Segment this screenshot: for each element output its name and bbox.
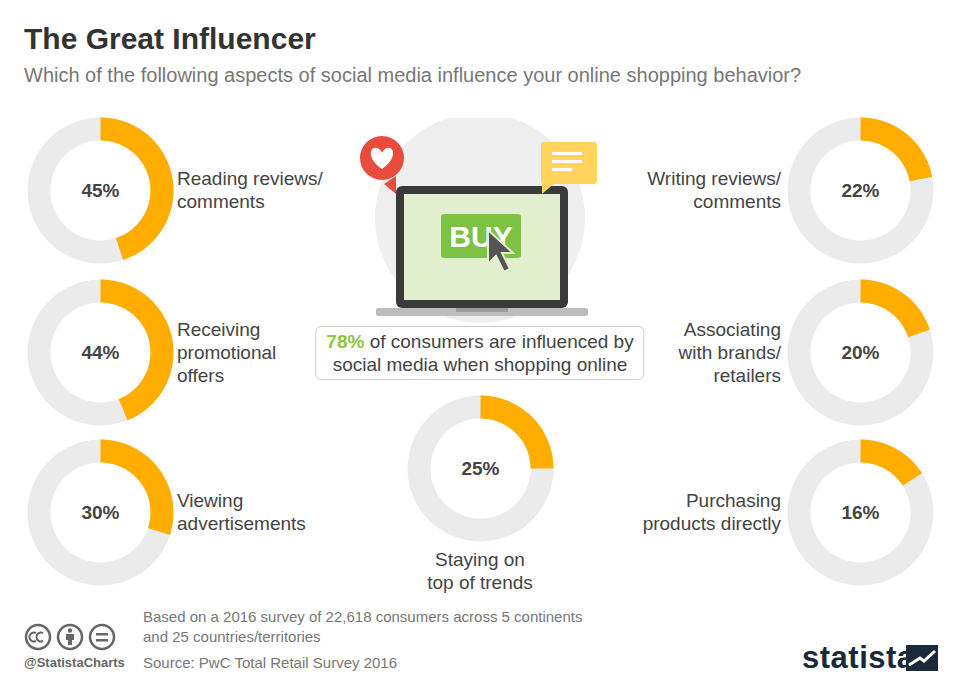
html-text:Associating with brands/ retai: Associating with brands/ retailers	[678, 318, 781, 386]
html-text:statista: statista	[802, 640, 915, 675]
svg-text:16%: 16%	[841, 502, 879, 523]
svg-text:20%: 20%	[841, 342, 879, 363]
html-text:The Great Influencer: The Great Influencer	[24, 22, 316, 55]
html-text:78% of consumers are influence: 78% of consumers are influenced by	[326, 331, 634, 352]
svg-text:BUY: BUY	[449, 220, 513, 253]
html-text:social media when shopping onl: social media when shopping online	[332, 354, 628, 375]
html-text:Based on a 2016 survey of 22,6: Based on a 2016 survey of 22,618 consume…	[143, 608, 583, 645]
html-text:@StatistaCharts: @StatistaCharts	[24, 655, 125, 670]
html-text:Reading reviews/ comments: Reading reviews/ comments	[177, 168, 323, 212]
svg-text:45%: 45%	[81, 180, 119, 201]
svg-text:30%: 30%	[81, 502, 119, 523]
svg-text:44%: 44%	[81, 342, 119, 363]
html-text:Which of the following aspects: Which of the following aspects of social…	[24, 64, 802, 86]
html-text:Source: PwC Total Retail Surve: Source: PwC Total Retail Survey 2016	[143, 654, 397, 671]
html-text:Writing reviews/ comments: Writing reviews/ comments	[647, 168, 781, 212]
svg-text:22%: 22%	[841, 180, 879, 201]
html-text:Receiving promotional offers: Receiving promotional offers	[177, 318, 277, 386]
html-text:Staying on top of trends: Staying on top of trends	[427, 549, 533, 593]
html-text:Purchasing products directly: Purchasing products directly	[642, 490, 781, 534]
svg-text:25%: 25%	[461, 458, 499, 479]
html-text:Viewing advertisements: Viewing advertisements	[177, 490, 306, 534]
